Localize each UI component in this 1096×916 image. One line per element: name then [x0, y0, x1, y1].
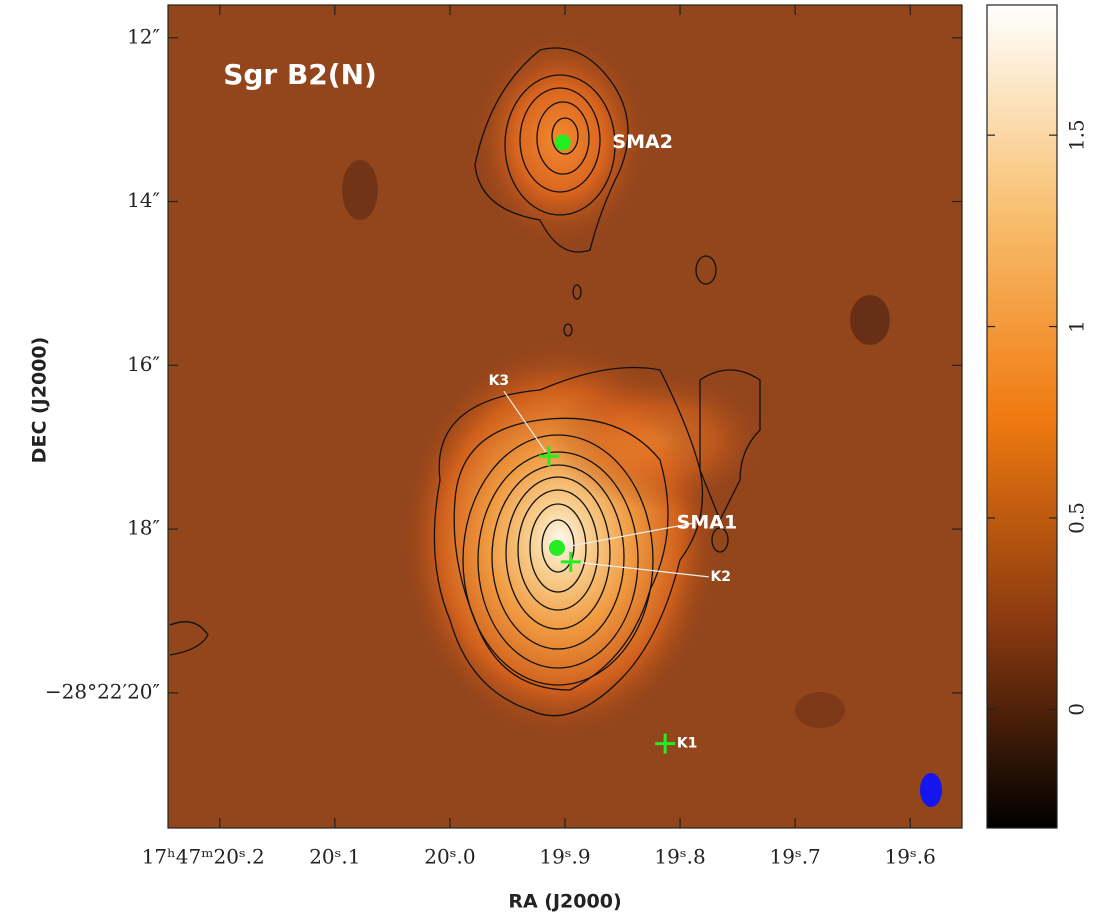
source-label: K2: [710, 569, 731, 585]
source-label: SMA1: [677, 511, 738, 533]
y-tick-label: 12″: [127, 24, 160, 48]
y-tick-label: 14″: [127, 188, 160, 212]
source-cross: [538, 446, 559, 467]
colorbar-tick-label: 1.5: [1065, 119, 1089, 151]
leader-line: [573, 561, 709, 578]
y-tick-label: 18″: [127, 516, 160, 540]
x-tick-label: 20ˢ.0: [424, 845, 475, 869]
colorbar-tick-label: 1: [1065, 320, 1089, 333]
x-tick-label: 19ˢ.6: [885, 845, 936, 869]
y-tick-label: −28°22′20″: [45, 679, 160, 703]
colorbar-tick-label: 0: [1065, 703, 1089, 716]
leader-line: [559, 522, 696, 549]
source-label: SMA2: [612, 131, 673, 153]
x-tick-label: 19ˢ.8: [654, 845, 705, 869]
y-axis-label: DEC (J2000): [29, 337, 51, 464]
x-tick-label: 20ˢ.1: [309, 845, 360, 869]
source-dot: [554, 134, 571, 151]
source-label: K1: [677, 736, 698, 752]
y-tick-label: 16″: [127, 352, 160, 376]
x-tick-label: 19ˢ.9: [539, 845, 590, 869]
chart-title: Sgr B2(N): [223, 58, 377, 91]
colorbar-tick-label: 0.5: [1065, 502, 1089, 534]
source-cross: [655, 733, 676, 754]
colorbar: [986, 4, 1058, 829]
image: [168, 5, 962, 828]
beam: [920, 773, 942, 807]
x-axis-label: RA (J2000): [508, 891, 621, 913]
source-cross: [560, 551, 581, 572]
x-tick-label: 19ˢ.7: [770, 845, 821, 869]
leader-line: [503, 390, 547, 453]
source-label: K3: [489, 373, 510, 389]
x-tick-label: 17ʰ47ᵐ20ˢ.2: [142, 845, 265, 869]
source-dot: [548, 539, 565, 556]
